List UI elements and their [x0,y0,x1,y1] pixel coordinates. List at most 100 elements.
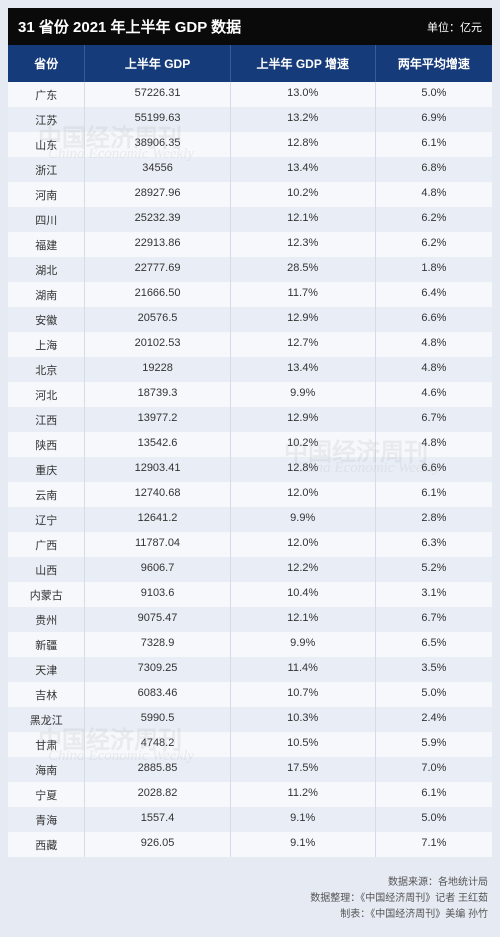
table-cell: 5.2% [376,557,492,582]
table-cell: 9.9% [231,382,376,407]
table-cell: 5.0% [376,682,492,707]
table-cell: 12.1% [231,607,376,632]
table-cell: 西藏 [8,832,85,857]
table-body: 广东57226.3113.0%5.0%江苏55199.6313.2%6.9%山东… [8,82,492,857]
table-cell: 北京 [8,357,85,382]
table-cell: 宁夏 [8,782,85,807]
table-cell: 海南 [8,757,85,782]
table-cell: 12.0% [231,532,376,557]
table-cell: 湖南 [8,282,85,307]
credit-line: 数据来源：各地统计局 [0,875,488,891]
table-cell: 6.7% [376,607,492,632]
table-row: 湖北22777.6928.5%1.8% [8,257,492,282]
credit-line: 制表：《中国经济周刊》美编 孙竹 [0,907,488,923]
table-cell: 福建 [8,232,85,257]
table-cell: 10.2% [231,432,376,457]
table-cell: 12.1% [231,207,376,232]
table-cell: 浙江 [8,157,85,182]
table-cell: 12740.68 [85,482,230,507]
table-cell: 10.5% [231,732,376,757]
table-cell: 内蒙古 [8,582,85,607]
table-cell: 18739.3 [85,382,230,407]
table-cell: 12903.41 [85,457,230,482]
table-cell: 926.05 [85,832,230,857]
table-cell: 17.5% [231,757,376,782]
table-cell: 7.1% [376,832,492,857]
table-cell: 10.3% [231,707,376,732]
table-cell: 天津 [8,657,85,682]
table-row: 青海1557.49.1%5.0% [8,807,492,832]
table-row: 宁夏2028.8211.2%6.1% [8,782,492,807]
table-cell: 22777.69 [85,257,230,282]
table-cell: 四川 [8,207,85,232]
table-cell: 12641.2 [85,507,230,532]
table-row: 浙江3455613.4%6.8% [8,157,492,182]
table-cell: 10.7% [231,682,376,707]
table-cell: 13.4% [231,157,376,182]
table-cell: 19228 [85,357,230,382]
table-cell: 9.9% [231,632,376,657]
table-container: 31 省份 2021 年上半年 GDP 数据 单位：亿元 省份 上半年 GDP … [0,0,500,865]
table-cell: 21666.50 [85,282,230,307]
table-cell: 5.0% [376,807,492,832]
table-cell: 4.8% [376,357,492,382]
table-cell: 湖北 [8,257,85,282]
table-cell: 4748.2 [85,732,230,757]
table-cell: 7309.25 [85,657,230,682]
table-cell: 2.8% [376,507,492,532]
table-row: 新疆7328.99.9%6.5% [8,632,492,657]
table-cell: 辽宁 [8,507,85,532]
table-cell: 河南 [8,182,85,207]
col-header-province: 省份 [8,45,85,82]
table-cell: 28927.96 [85,182,230,207]
table-row: 北京1922813.4%4.8% [8,357,492,382]
table-cell: 6.1% [376,132,492,157]
table-cell: 6.5% [376,632,492,657]
table-cell: 9.1% [231,832,376,857]
table-cell: 11.4% [231,657,376,682]
table-cell: 6.1% [376,482,492,507]
table-cell: 新疆 [8,632,85,657]
table-cell: 9.9% [231,507,376,532]
table-row: 江西13977.212.9%6.7% [8,407,492,432]
table-row: 海南2885.8517.5%7.0% [8,757,492,782]
table-cell: 云南 [8,482,85,507]
table-cell: 34556 [85,157,230,182]
table-cell: 13.2% [231,107,376,132]
table-cell: 河北 [8,382,85,407]
table-cell: 22913.86 [85,232,230,257]
table-cell: 11.2% [231,782,376,807]
title-bar: 31 省份 2021 年上半年 GDP 数据 单位：亿元 [8,8,492,45]
table-cell: 重庆 [8,457,85,482]
table-cell: 6.7% [376,407,492,432]
table-cell: 9.1% [231,807,376,832]
table-cell: 4.6% [376,382,492,407]
table-cell: 3.1% [376,582,492,607]
table-cell: 12.8% [231,457,376,482]
table-row: 安徽20576.512.9%6.6% [8,307,492,332]
table-cell: 6.2% [376,207,492,232]
table-cell: 7.0% [376,757,492,782]
unit-label: 单位：亿元 [427,19,482,35]
table-cell: 贵州 [8,607,85,632]
table-cell: 12.8% [231,132,376,157]
table-cell: 13542.6 [85,432,230,457]
table-cell: 山东 [8,132,85,157]
table-row: 四川25232.3912.1%6.2% [8,207,492,232]
table-row: 广东57226.3113.0%5.0% [8,82,492,107]
table-cell: 5.9% [376,732,492,757]
table-row: 西藏926.059.1%7.1% [8,832,492,857]
table-cell: 57226.31 [85,82,230,107]
table-row: 河南28927.9610.2%4.8% [8,182,492,207]
table-row: 陕西13542.610.2%4.8% [8,432,492,457]
table-cell: 10.2% [231,182,376,207]
table-cell: 上海 [8,332,85,357]
table-cell: 6.2% [376,232,492,257]
table-header: 省份 上半年 GDP 上半年 GDP 增速 两年平均增速 [8,45,492,82]
table-cell: 6083.46 [85,682,230,707]
table-cell: 江苏 [8,107,85,132]
credits: 数据来源：各地统计局 数据整理：《中国经济周刊》记者 王红茹 制表：《中国经济周… [0,865,500,937]
table-cell: 山西 [8,557,85,582]
col-header-gdp: 上半年 GDP [85,45,230,82]
table-cell: 3.5% [376,657,492,682]
